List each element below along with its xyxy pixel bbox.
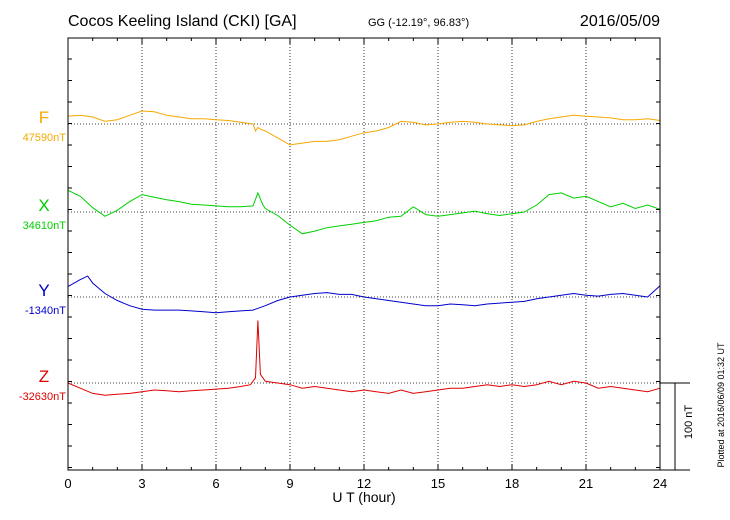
station-coordinates: GG (-12.19°, 96.83°) bbox=[368, 17, 469, 29]
x-tick-label: 6 bbox=[212, 476, 219, 491]
scale-bar-label: 100 nT bbox=[683, 405, 695, 440]
x-tick-label: 18 bbox=[505, 476, 519, 491]
series-name-z: Z bbox=[39, 367, 49, 386]
series-baseline-x: 34610nT bbox=[23, 220, 67, 232]
x-tick-label: 12 bbox=[357, 476, 371, 491]
x-tick-label: 0 bbox=[64, 476, 71, 491]
x-axis-ticks: 0 3 6 9 12 15 18 21 24 bbox=[64, 38, 667, 491]
x-tick-label: 21 bbox=[579, 476, 593, 491]
station-title: Cocos Keeling Island (CKI) [GA] bbox=[68, 13, 297, 30]
x-axis-label: U T (hour) bbox=[332, 489, 395, 505]
scale-bar: 100 nT bbox=[660, 382, 695, 471]
series-name-x: X bbox=[38, 196, 49, 215]
series-baseline-f: 47590nT bbox=[23, 132, 67, 144]
series-baseline-z: -32630nT bbox=[19, 391, 66, 403]
x-tick-label: 3 bbox=[138, 476, 145, 491]
chart-date: 2016/05/09 bbox=[580, 13, 660, 30]
series-line-z bbox=[67, 320, 661, 396]
series-name-f: F bbox=[39, 108, 49, 127]
series-name-y: Y bbox=[38, 281, 49, 300]
x-tick-label: 24 bbox=[653, 476, 667, 491]
series-line-y bbox=[67, 275, 661, 314]
series-lines bbox=[67, 110, 661, 396]
series-line-x bbox=[67, 189, 661, 235]
x-tick-label: 15 bbox=[431, 476, 445, 491]
series-baseline-y: -1340nT bbox=[25, 305, 66, 317]
grid-lines bbox=[68, 38, 660, 470]
x-tick-label: 9 bbox=[286, 476, 293, 491]
series-labels: F 47590nT X 34610nT Y -1340nT Z -32630nT bbox=[19, 108, 66, 403]
series-line-f bbox=[67, 110, 661, 146]
plotted-timestamp: Plotted at 2016/06/09 01:32 UT bbox=[716, 342, 726, 468]
